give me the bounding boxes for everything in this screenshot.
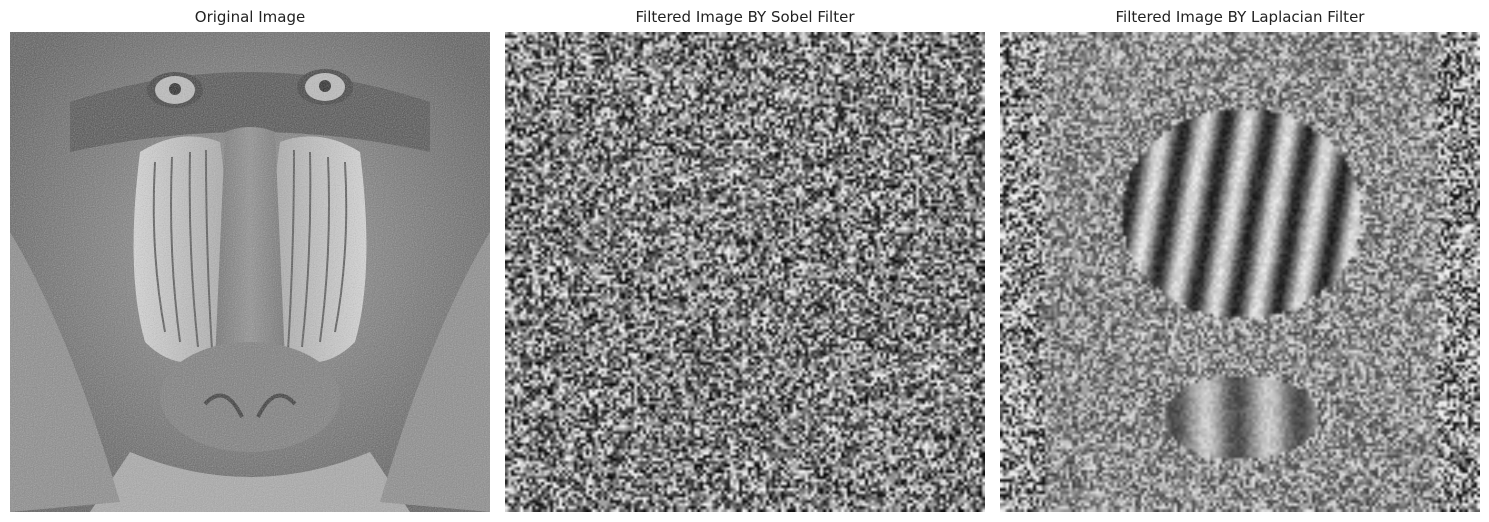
laplacian-filtered-image	[1000, 32, 1480, 512]
panel-original: Original Image	[10, 0, 490, 522]
sobel-noise-canvas	[505, 32, 985, 512]
laplacian-canvas	[1000, 32, 1480, 512]
original-image	[10, 32, 490, 512]
panel-title: Filtered Image BY Sobel Filter	[635, 8, 855, 26]
mandrill-illustration	[10, 32, 490, 512]
sobel-filtered-image	[505, 32, 985, 512]
panel-sobel: Filtered Image BY Sobel Filter	[505, 0, 985, 522]
panel-laplacian: Filtered Image BY Laplacian Filter	[1000, 0, 1480, 522]
panel-title: Original Image	[194, 8, 306, 26]
panel-title: Filtered Image BY Laplacian Filter	[1115, 8, 1365, 26]
